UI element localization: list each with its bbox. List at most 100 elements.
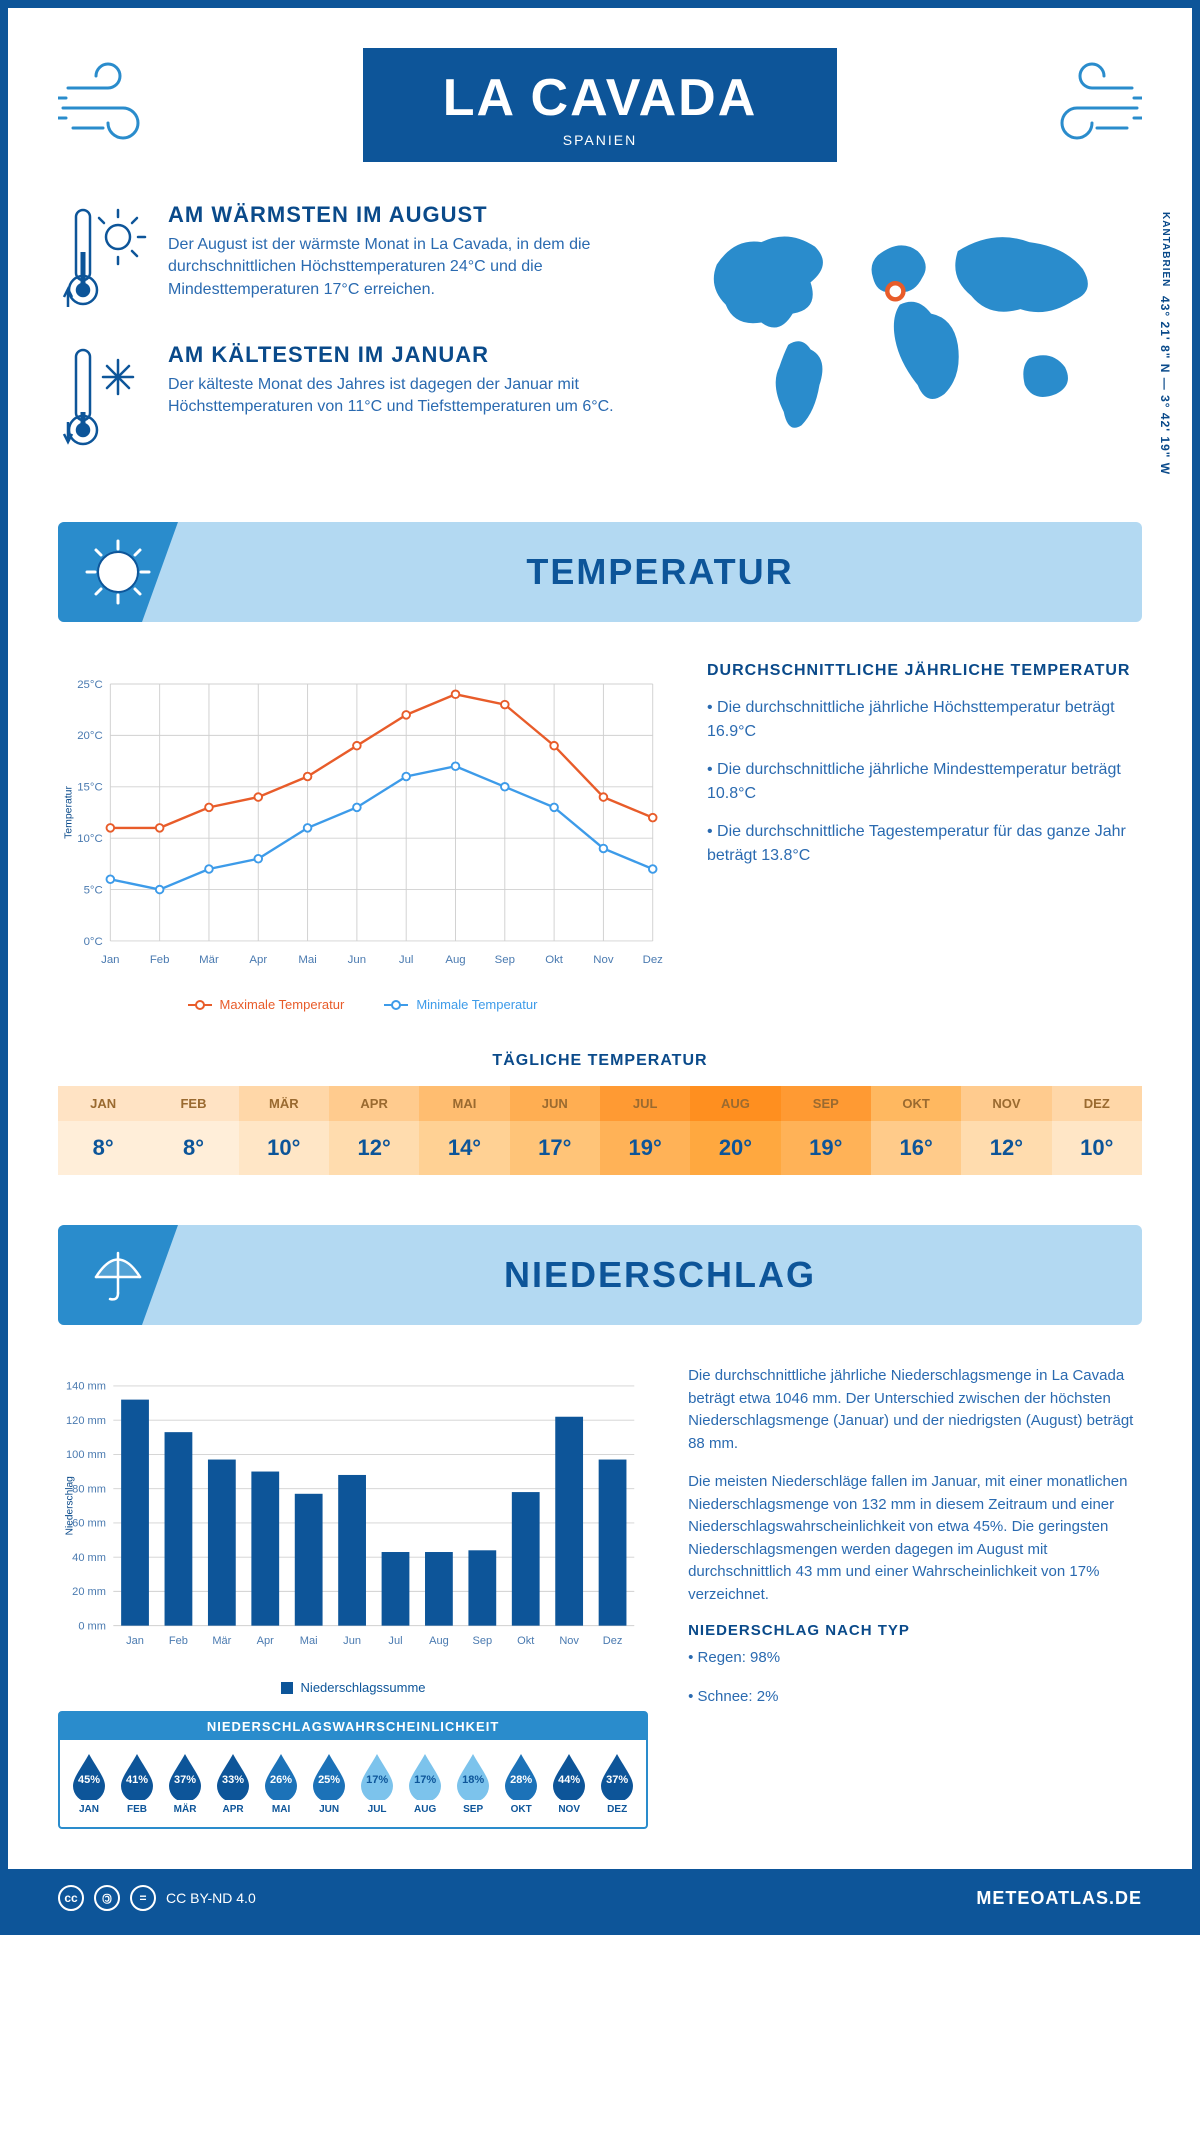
coldest-fact: AM KÄLTESTEN IM JANUAR Der kälteste Mona…	[58, 342, 627, 452]
prob-item: 45% JAN	[66, 1752, 112, 1815]
svg-text:Jun: Jun	[343, 1635, 361, 1647]
svg-text:80 mm: 80 mm	[72, 1483, 106, 1495]
precip-type-heading: NIEDERSCHLAG NACH TYP	[688, 1622, 1142, 1639]
svg-text:Temperatur: Temperatur	[63, 786, 74, 839]
umbrella-icon	[86, 1243, 150, 1307]
prob-item: 18% SEP	[450, 1752, 496, 1815]
svg-text:20°C: 20°C	[77, 730, 103, 742]
prob-title: NIEDERSCHLAGSWAHRSCHEINLICHKEIT	[60, 1713, 646, 1740]
header: LA CAVADA SPANIEN	[58, 48, 1142, 162]
daily-temp-title: TÄGLICHE TEMPERATUR	[58, 1052, 1142, 1070]
thermometer-snow-icon	[58, 342, 148, 452]
svg-text:Mai: Mai	[300, 1635, 318, 1647]
brand-text: METEOATLAS.DE	[976, 1888, 1142, 1909]
footer: cc 🄯 = CC BY-ND 4.0 METEOATLAS.DE	[8, 1869, 1192, 1927]
svg-text:Nov: Nov	[593, 954, 614, 966]
month-col: JUN 17°	[510, 1086, 600, 1175]
warmest-title: AM WÄRMSTEN IM AUGUST	[168, 202, 627, 228]
wind-icon	[1032, 58, 1142, 148]
svg-text:Sep: Sep	[495, 954, 515, 966]
prob-item: 25% JUN	[306, 1752, 352, 1815]
svg-text:Jul: Jul	[388, 1635, 402, 1647]
svg-text:Niederschlag: Niederschlag	[65, 1476, 76, 1535]
svg-text:Mär: Mär	[212, 1635, 231, 1647]
month-col: SEP 19°	[781, 1086, 871, 1175]
thermometer-sun-icon	[58, 202, 148, 312]
svg-text:Aug: Aug	[429, 1635, 449, 1647]
svg-text:60 mm: 60 mm	[72, 1518, 106, 1530]
svg-text:Feb: Feb	[150, 954, 170, 966]
month-col: APR 12°	[329, 1086, 419, 1175]
svg-text:Nov: Nov	[559, 1635, 579, 1647]
section-title: NIEDERSCHLAG	[178, 1254, 1142, 1296]
legend-max: Maximale Temperatur	[220, 997, 345, 1012]
svg-text:100 mm: 100 mm	[66, 1449, 106, 1461]
svg-text:25°C: 25°C	[77, 679, 103, 691]
svg-text:0 mm: 0 mm	[78, 1620, 106, 1632]
legend-precip: Niederschlagssumme	[301, 1680, 426, 1695]
prob-item: 26% MAI	[258, 1752, 304, 1815]
svg-text:Dez: Dez	[643, 954, 664, 966]
temperature-line-chart: 0°C5°C10°C15°C20°C25°CJanFebMärAprMaiJun…	[58, 662, 667, 1012]
prob-item: 28% OKT	[498, 1752, 544, 1815]
svg-text:Jan: Jan	[101, 954, 119, 966]
legend-min: Minimale Temperatur	[416, 997, 537, 1012]
precipitation-bar-chart: 0 mm20 mm40 mm60 mm80 mm100 mm120 mm140 …	[58, 1365, 648, 1695]
nd-icon: =	[130, 1885, 156, 1911]
month-col: MÄR 10°	[239, 1086, 329, 1175]
month-col: MAI 14°	[419, 1086, 509, 1175]
warmest-text: Der August ist der wärmste Monat in La C…	[168, 234, 627, 301]
svg-text:140 mm: 140 mm	[66, 1381, 106, 1393]
page-subtitle: SPANIEN	[443, 132, 758, 148]
prob-item: 33% APR	[210, 1752, 256, 1815]
svg-text:120 mm: 120 mm	[66, 1415, 106, 1427]
precip-probability-box: NIEDERSCHLAGSWAHRSCHEINLICHKEIT 45% JAN …	[58, 1711, 648, 1829]
svg-text:20 mm: 20 mm	[72, 1586, 106, 1598]
svg-text:Apr: Apr	[257, 1635, 275, 1647]
daily-temp-table: JAN 8° FEB 8° MÄR 10° APR 12° MAI 14° JU…	[58, 1086, 1142, 1175]
month-col: JAN 8°	[58, 1086, 148, 1175]
section-precipitation: NIEDERSCHLAG	[58, 1225, 1142, 1325]
svg-text:Feb: Feb	[169, 1635, 188, 1647]
temp-annual-heading: DURCHSCHNITTLICHE JÄHRLICHE TEMPERATUR	[707, 662, 1142, 680]
svg-text:0°C: 0°C	[84, 936, 103, 948]
world-map: KANTABRIEN 43° 21' 8" N — 3° 42' 19" W	[667, 202, 1142, 482]
page-title: LA CAVADA	[443, 68, 758, 128]
month-col: JUL 19°	[600, 1086, 690, 1175]
prob-item: 17% AUG	[402, 1752, 448, 1815]
svg-text:Mai: Mai	[298, 954, 316, 966]
svg-text:15°C: 15°C	[77, 782, 103, 794]
prob-item: 37% MÄR	[162, 1752, 208, 1815]
coldest-text: Der kälteste Monat des Jahres ist dagege…	[168, 374, 627, 419]
svg-text:Mär: Mär	[199, 954, 219, 966]
by-icon: 🄯	[94, 1885, 120, 1911]
svg-text:Jun: Jun	[348, 954, 366, 966]
wind-icon	[58, 58, 168, 148]
section-title: TEMPERATUR	[178, 551, 1142, 593]
prob-item: 37% DEZ	[594, 1752, 640, 1815]
svg-text:5°C: 5°C	[84, 884, 103, 896]
sun-icon	[83, 537, 153, 607]
license-text: CC BY-ND 4.0	[166, 1890, 256, 1906]
coordinates: KANTABRIEN 43° 21' 8" N — 3° 42' 19" W	[1158, 212, 1172, 475]
warmest-fact: AM WÄRMSTEN IM AUGUST Der August ist der…	[58, 202, 627, 312]
month-col: FEB 8°	[148, 1086, 238, 1175]
month-col: AUG 20°	[690, 1086, 780, 1175]
month-col: OKT 16°	[871, 1086, 961, 1175]
cc-icon: cc	[58, 1885, 84, 1911]
month-col: DEZ 10°	[1052, 1086, 1142, 1175]
svg-text:Jul: Jul	[399, 954, 414, 966]
svg-text:Okt: Okt	[545, 954, 564, 966]
precipitation-summary: Die durchschnittliche jährliche Niedersc…	[688, 1365, 1142, 1829]
prob-item: 44% NOV	[546, 1752, 592, 1815]
title-ribbon: LA CAVADA SPANIEN	[363, 48, 838, 162]
prob-item: 17% JUL	[354, 1752, 400, 1815]
svg-text:Okt: Okt	[517, 1635, 534, 1647]
month-col: NOV 12°	[961, 1086, 1051, 1175]
section-temperature: TEMPERATUR	[58, 522, 1142, 622]
svg-text:Sep: Sep	[472, 1635, 492, 1647]
coldest-title: AM KÄLTESTEN IM JANUAR	[168, 342, 627, 368]
temperature-summary: DURCHSCHNITTLICHE JÄHRLICHE TEMPERATUR •…	[707, 662, 1142, 1012]
svg-text:Aug: Aug	[445, 954, 465, 966]
svg-text:10°C: 10°C	[77, 833, 103, 845]
